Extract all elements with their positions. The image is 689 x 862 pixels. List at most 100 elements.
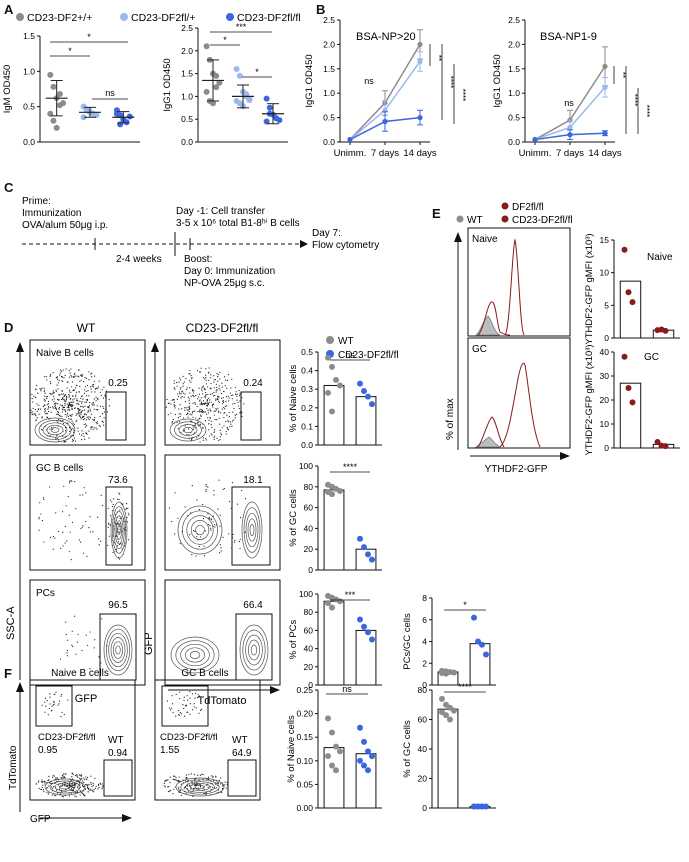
flow-event [204, 396, 206, 399]
flow-event [57, 398, 59, 401]
flow-event [57, 378, 59, 381]
flow-event [68, 418, 70, 420]
flow-event [87, 411, 89, 413]
chartF2-bar [437, 708, 459, 809]
chartD2-ytick-label: 80 [304, 482, 314, 492]
d-ko-gc-plot [164, 454, 281, 571]
flow-event [212, 395, 215, 397]
flow-event [104, 395, 106, 398]
chartD3-point [365, 629, 371, 636]
flow-event [220, 432, 222, 434]
c-prime: Prime: [22, 196, 51, 207]
flow-event [68, 550, 70, 553]
flow-event [37, 781, 40, 783]
flow-event [43, 411, 46, 413]
flow-event [35, 415, 37, 417]
flow-event [82, 780, 84, 782]
flow-event [49, 392, 51, 394]
flow-event [83, 409, 86, 411]
chartA1-ytick-label: 1.0 [23, 66, 35, 76]
flow-event [173, 533, 176, 535]
flow-event [97, 538, 100, 540]
flow-event [92, 402, 95, 404]
chartF1-point [357, 757, 363, 764]
chartB1-ytick-label: 1.0 [323, 88, 335, 98]
flow-event [71, 789, 74, 792]
flow-event [67, 406, 70, 408]
chartA2-ytick-label: 2.5 [181, 23, 193, 33]
chartD1-point [337, 382, 343, 389]
flow-event [38, 780, 40, 782]
flow-event [210, 527, 212, 529]
flow-event [46, 395, 49, 398]
flow-event [178, 408, 180, 410]
flow-event [100, 394, 102, 396]
chartD2-point [365, 551, 371, 558]
flow-event [71, 776, 73, 778]
chartA2-ylabel: IgG1 OD450 [162, 58, 173, 111]
chartE1-ytick-label: 15 [600, 235, 610, 245]
flow-event [193, 410, 195, 412]
flow-event [82, 786, 84, 788]
flow-event [59, 658, 62, 660]
flow-event [69, 480, 71, 482]
flow-event [81, 373, 83, 376]
chartE2-point [625, 385, 632, 391]
flow-event [169, 790, 171, 792]
flow-event [69, 788, 71, 791]
flow-event [217, 397, 219, 399]
flow-event [222, 399, 224, 402]
flow-event [74, 440, 77, 442]
chartD1-ytick-label: 0.1 [301, 421, 313, 431]
flow-event [95, 409, 97, 411]
flow-contour [243, 507, 261, 553]
flow-event [204, 420, 207, 422]
flow-event [171, 399, 173, 401]
chartB2-point [567, 132, 573, 138]
flow-event [75, 796, 77, 798]
chartF1-point [365, 767, 371, 774]
flow-event [108, 399, 110, 401]
flow-event [199, 423, 201, 425]
flow-event [74, 774, 76, 777]
flow-contour [110, 637, 126, 663]
flow-event [88, 527, 90, 529]
e-naive-ko-hist [477, 301, 511, 336]
flow-event [41, 417, 43, 419]
flow-event [173, 399, 175, 401]
flow-event [87, 417, 89, 419]
flow-event [184, 407, 186, 409]
c-day7: Day 7: [312, 228, 341, 239]
flow-event [205, 483, 207, 486]
flow-event [216, 409, 218, 411]
flow-event [57, 413, 60, 415]
d-row-pc: PCs [36, 588, 55, 599]
d-sig-naive: ns [345, 350, 355, 360]
flow-event [101, 420, 103, 422]
flow-event [214, 435, 216, 437]
flow-event [219, 412, 222, 414]
flow-event [41, 387, 43, 389]
flow-event [185, 388, 187, 391]
flow-event [57, 388, 59, 390]
flow-event [55, 389, 57, 391]
flow-event [55, 408, 58, 411]
flow-event [104, 394, 106, 396]
flow-event [101, 504, 104, 507]
flow-event [216, 437, 218, 439]
flow-event [230, 387, 232, 389]
flow-event [218, 387, 220, 389]
legend-marker-flplus [120, 13, 128, 21]
d-ko-gc-gate [231, 486, 271, 566]
flow-event [177, 427, 179, 430]
flow-event [171, 703, 174, 705]
flow-event [238, 389, 240, 392]
flow-event [183, 696, 185, 698]
flow-event [85, 419, 88, 421]
flow-event [55, 437, 57, 439]
flow-event [213, 375, 215, 377]
flow-event [194, 784, 196, 787]
flow-event [68, 514, 70, 516]
flow-event [214, 410, 216, 412]
